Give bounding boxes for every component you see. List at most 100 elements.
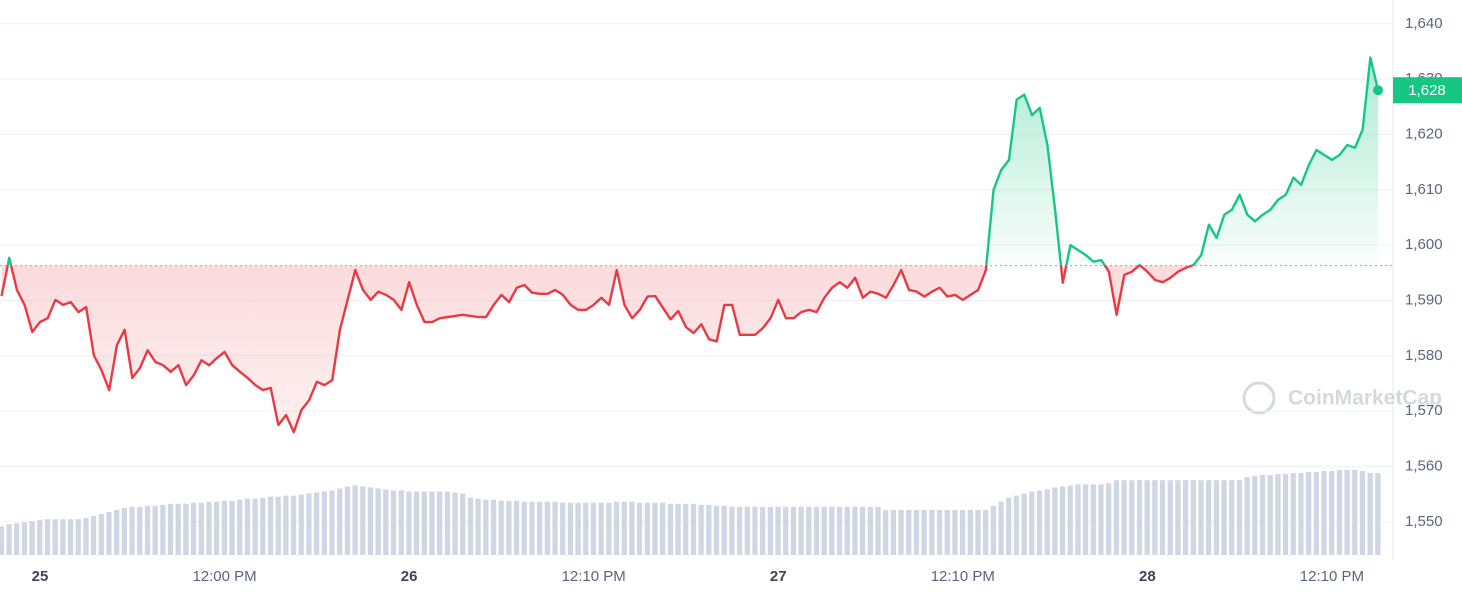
volume-bar bbox=[1359, 471, 1366, 555]
volume-bar bbox=[298, 494, 304, 555]
volume-bar bbox=[237, 499, 243, 555]
volume-bar bbox=[936, 509, 943, 555]
y-tick-label: 1,640 bbox=[1405, 15, 1443, 32]
volume-bar bbox=[421, 491, 427, 555]
volume-bar bbox=[1067, 485, 1073, 555]
volume-bar bbox=[321, 491, 327, 555]
volume-bar bbox=[267, 496, 274, 555]
volume-bar bbox=[275, 496, 281, 555]
y-tick-label: 1,560 bbox=[1405, 457, 1443, 474]
volume-bar bbox=[998, 501, 1004, 555]
volume-bar bbox=[314, 492, 320, 555]
volume-bar bbox=[767, 506, 773, 555]
volume-bar bbox=[0, 526, 4, 555]
volume-bar bbox=[260, 497, 266, 555]
volume-bar bbox=[1275, 474, 1281, 555]
volume-bar bbox=[806, 506, 812, 555]
volume-bar bbox=[567, 502, 574, 555]
volume-bar bbox=[683, 503, 689, 555]
volume-bar bbox=[98, 514, 104, 555]
volume-bar bbox=[967, 509, 973, 555]
y-tick-label: 1,570 bbox=[1405, 402, 1443, 419]
volume-bar bbox=[721, 505, 727, 555]
volume-bar bbox=[1367, 473, 1373, 555]
x-tick-label: 12:10 PM bbox=[562, 568, 626, 585]
y-tick-label: 1,600 bbox=[1405, 236, 1443, 253]
volume-bar bbox=[452, 492, 458, 555]
volume-bar bbox=[437, 491, 443, 555]
volume-bar bbox=[644, 502, 650, 555]
volume-bar bbox=[1159, 480, 1166, 555]
volume-bar bbox=[929, 509, 935, 555]
y-tick-label: 1,580 bbox=[1405, 347, 1443, 364]
volume-bar bbox=[1244, 477, 1250, 555]
volume-bar bbox=[1036, 490, 1043, 555]
volume-bar bbox=[383, 489, 389, 555]
volume-bar bbox=[329, 490, 335, 555]
volume-bar bbox=[583, 502, 589, 555]
volume-bar bbox=[637, 502, 643, 555]
volume-bar bbox=[1167, 480, 1173, 555]
volume-bar bbox=[175, 503, 181, 555]
volume-bar bbox=[867, 506, 873, 555]
y-tick-label: 1,550 bbox=[1405, 513, 1443, 530]
volume-bar bbox=[14, 523, 20, 555]
volume-bar bbox=[521, 501, 527, 555]
volume-bar bbox=[390, 490, 397, 555]
volume-bar bbox=[406, 491, 412, 555]
y-tick-label: 1,590 bbox=[1405, 291, 1443, 308]
volume-bar bbox=[1229, 480, 1235, 555]
volume-bar bbox=[37, 520, 43, 555]
x-tick-label: 12:10 PM bbox=[1300, 568, 1364, 585]
volume-bar bbox=[706, 504, 712, 555]
volume-bar bbox=[129, 506, 135, 555]
volume-bar bbox=[790, 506, 797, 555]
volume-bar bbox=[729, 506, 735, 555]
volume-bar bbox=[821, 506, 827, 555]
volume-bar bbox=[498, 500, 504, 555]
volume-bar bbox=[652, 502, 658, 555]
volume-bar bbox=[1106, 483, 1112, 555]
volume-bar bbox=[1298, 473, 1304, 555]
volume-bar bbox=[44, 519, 51, 555]
volume-bar bbox=[21, 522, 28, 555]
volume-bar bbox=[1236, 480, 1243, 555]
volume-bar bbox=[760, 506, 766, 555]
volume-bar bbox=[229, 500, 235, 555]
volume-bar bbox=[1029, 491, 1035, 555]
volume-bar bbox=[1183, 480, 1189, 555]
volume-bar bbox=[375, 488, 381, 555]
volume-bar bbox=[875, 506, 881, 555]
volume-bar bbox=[537, 501, 543, 555]
volume-bar bbox=[836, 506, 843, 555]
volume-bar bbox=[160, 504, 166, 555]
watermark: CoinMarketCap bbox=[1242, 381, 1442, 415]
volume-bar bbox=[137, 506, 143, 555]
volume-bar bbox=[183, 503, 189, 555]
volume-bar bbox=[29, 521, 35, 555]
volume-bar bbox=[983, 509, 989, 555]
volume-bar bbox=[483, 499, 489, 555]
volume-bar bbox=[675, 503, 681, 555]
volume-bar bbox=[713, 505, 720, 555]
volume-bar bbox=[1352, 470, 1358, 555]
volume-bar bbox=[906, 509, 912, 555]
volume-bar bbox=[1152, 480, 1158, 555]
volume-bar bbox=[1321, 471, 1327, 555]
volume-bar bbox=[813, 506, 820, 555]
volume-bar bbox=[1267, 475, 1273, 555]
volume-bar bbox=[91, 516, 97, 555]
volume-bar bbox=[467, 497, 474, 555]
volume-bar bbox=[944, 509, 950, 555]
volume-bar bbox=[290, 495, 297, 555]
volume-bar bbox=[975, 509, 981, 555]
volume-bar bbox=[736, 506, 743, 555]
volume-bar bbox=[1344, 470, 1350, 555]
x-tick-label: 27 bbox=[770, 568, 787, 585]
volume-bar bbox=[544, 501, 550, 555]
volume-bar bbox=[890, 509, 896, 555]
x-tick-label: 28 bbox=[1139, 568, 1156, 585]
volume-bar bbox=[775, 506, 781, 555]
volume-bar bbox=[1090, 484, 1096, 555]
